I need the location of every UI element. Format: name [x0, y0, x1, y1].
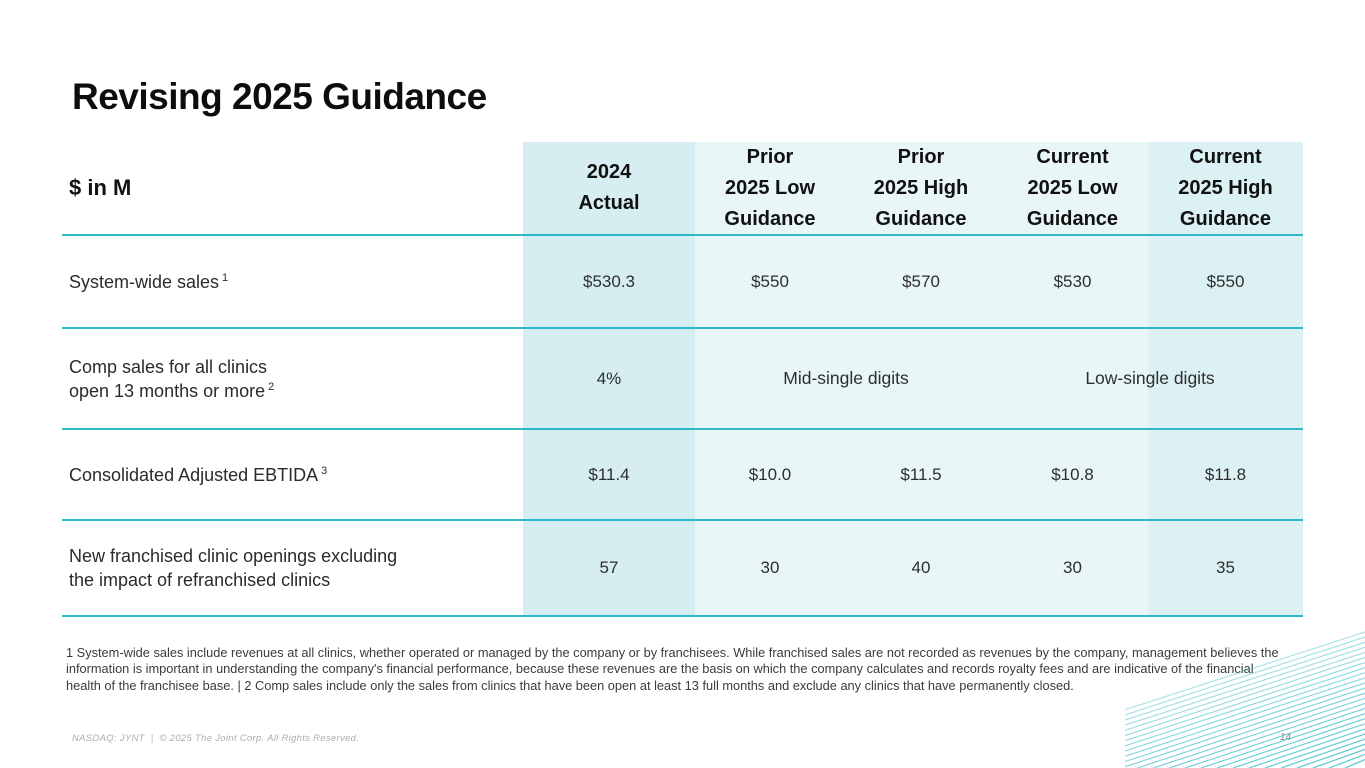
- header-line: Actual: [578, 192, 640, 214]
- row-label-adjusted-ebtida: Consolidated Adjusted EBTIDA 3: [62, 430, 523, 521]
- footer: NASDAQ: JYNT | © 2025 The Joint Corp. All …: [72, 733, 365, 744]
- table-cell: 35: [1148, 521, 1303, 617]
- footer-divider: |: [150, 733, 154, 744]
- table-cell: $570: [845, 236, 997, 329]
- table-cell: 57: [523, 521, 695, 617]
- row-label-comp-sales: Comp sales for all clinics open 13 month…: [62, 329, 523, 430]
- guidance-table: $ in M 2024 Actual Prior 2025 Low Guidan…: [62, 142, 1303, 617]
- table-cell: $10.0: [695, 430, 845, 521]
- table-cell: $550: [695, 236, 845, 329]
- table-cell: $530: [997, 236, 1148, 329]
- table-cell: $530.3: [523, 236, 695, 329]
- column-header-2024-actual: 2024 Actual: [523, 142, 695, 236]
- header-line: 2025 Low: [724, 176, 816, 199]
- header-line: Guidance: [724, 207, 816, 230]
- footnote-ref: 1: [222, 271, 229, 284]
- header-line: 2025 High: [873, 176, 969, 199]
- table-cell: $10.8: [997, 430, 1148, 521]
- table-cell-merged-prior: Mid-single digits: [695, 329, 997, 430]
- header-line: Prior: [746, 145, 794, 168]
- column-header-current-low: Current 2025 Low Guidance: [997, 142, 1148, 236]
- column-header-current-high: Current 2025 High Guidance: [1148, 142, 1303, 236]
- header-line: Current: [1036, 145, 1109, 168]
- footnote-ref: 3: [321, 464, 328, 477]
- units-label: $ in M: [62, 142, 523, 236]
- header-line: Current: [1189, 145, 1262, 168]
- footnote-ref: 2: [268, 380, 275, 393]
- copyright-label: © 2025 The Joint Corp. All Rights Reserv…: [159, 733, 360, 744]
- page-title: Revising 2025 Guidance: [72, 76, 487, 117]
- table-cell: $11.8: [1148, 430, 1303, 521]
- header-line: 2025 Low: [1027, 176, 1118, 199]
- table-cell: 30: [997, 521, 1148, 617]
- table-cell: $11.4: [523, 430, 695, 521]
- header-line: 2024: [586, 161, 632, 183]
- header-line: Guidance: [875, 207, 967, 230]
- table-cell: $550: [1148, 236, 1303, 329]
- column-header-prior-high: Prior 2025 High Guidance: [845, 142, 997, 236]
- table-cell-merged-current: Low-single digits: [997, 329, 1303, 430]
- column-header-prior-low: Prior 2025 Low Guidance: [695, 142, 845, 236]
- page-number: 14: [1279, 732, 1291, 743]
- row-label-system-wide-sales: System-wide sales 1: [62, 236, 523, 329]
- header-line: Guidance: [1179, 207, 1272, 230]
- footnote-text: 1 System-wide sales include revenues at …: [66, 645, 1279, 693]
- table-cell: $11.5: [845, 430, 997, 521]
- header-line: 2025 High: [1178, 176, 1273, 199]
- header-line: Guidance: [1026, 207, 1119, 230]
- table-cell: 40: [845, 521, 997, 617]
- row-label-clinic-openings: New franchised clinic openings excluding…: [62, 521, 523, 617]
- header-line: Prior: [897, 145, 945, 168]
- ticker-label: NASDAQ: JYNT: [72, 733, 145, 744]
- table-cell: 30: [695, 521, 845, 617]
- table-cell: 4%: [523, 329, 695, 430]
